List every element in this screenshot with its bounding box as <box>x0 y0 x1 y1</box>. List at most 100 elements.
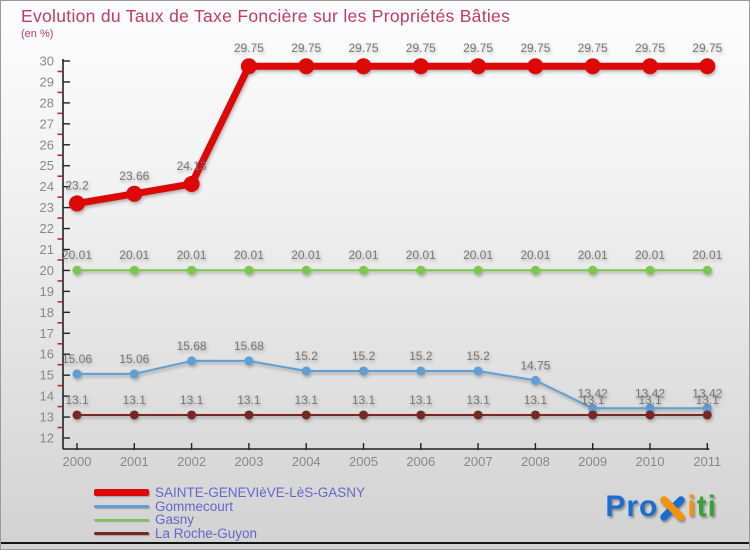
x-axis-label: 2010 <box>636 454 665 469</box>
data-point <box>240 58 257 75</box>
data-point-label: 20.01 <box>348 248 378 262</box>
y-axis-label: 23 <box>40 200 54 215</box>
logo-text-ti: ti <box>696 490 717 523</box>
y-axis-label: 14 <box>40 389 54 404</box>
legend-label: La Roche-Guyon <box>155 525 258 541</box>
data-point <box>244 265 254 275</box>
x-axis-label: 2002 <box>177 454 206 469</box>
legend-swatch <box>94 532 149 535</box>
data-point <box>416 265 426 275</box>
data-point <box>416 366 426 376</box>
line-chart: 12 13 14 15 16 17 18 19 20 21 22 23 24 25 26 27 28 29 30 20… <box>40 41 723 469</box>
data-point-label: 20.01 <box>406 248 436 262</box>
y-axis-label: 21 <box>40 242 54 257</box>
data-point-label: 13.42 <box>578 386 608 400</box>
series-Gommecourt: 15.06 15.06 15.68 15.68 15.2 15.2 15.2 15.2 14.7… <box>62 339 723 413</box>
data-point-label: 13.1 <box>524 393 548 407</box>
data-point-label: 15.06 <box>119 352 149 366</box>
y-axis-label: 30 <box>40 54 54 69</box>
data-point <box>470 58 487 75</box>
data-point <box>129 410 139 420</box>
y-axis-label: 20 <box>40 263 54 278</box>
legend-swatch <box>94 518 149 521</box>
data-point <box>301 265 311 275</box>
data-point <box>530 410 540 420</box>
x-axis-label: 2001 <box>120 454 149 469</box>
data-point-label: 13.1 <box>581 393 605 407</box>
data-point-label: 13.1 <box>180 393 204 407</box>
data-point-label: 15.2 <box>466 349 490 363</box>
data-point <box>129 265 139 275</box>
y-axis-label: 25 <box>40 158 54 173</box>
data-point-label: 13.1 <box>696 393 720 407</box>
series-La Roche-Guyon: 13.1 13.1 13.1 13.1 13.1 13.1 13.1 13.1 13.1 13.1… <box>65 393 719 420</box>
x-axis-label: 2006 <box>406 454 435 469</box>
data-point-label: 23.2 <box>65 178 89 192</box>
data-point <box>359 265 368 275</box>
data-point <box>359 366 368 376</box>
data-point-label: 20.01 <box>291 248 321 262</box>
data-point-label: 29.75 <box>348 41 378 55</box>
data-point <box>126 185 143 202</box>
data-point <box>244 356 254 366</box>
data-point-label: 29.75 <box>578 41 608 55</box>
legend-item-1: Gommecourt <box>94 498 365 514</box>
series-SAINTE-GENEVIèVE-LèS-GASNY: 23.2 23.66 24.13 29.75 29.75 29.75 29.75 29.75 2… <box>65 41 723 212</box>
data-point-label: 24.13 <box>177 159 207 173</box>
data-point-label: 13.1 <box>65 393 89 407</box>
data-point <box>702 265 712 275</box>
chart-unit-label: (en %) <box>21 28 54 40</box>
legend-label: SAINTE-GENEVIèVE-LèS-GASNY <box>155 485 366 500</box>
chart-legend: SAINTE-GENEVIèVE-LèS-GASNY Gommecourt Gasn… <box>94 486 365 540</box>
legend-label: Gasny <box>155 512 195 527</box>
data-point-label: 15.68 <box>177 339 207 353</box>
x-axis-label: 2009 <box>578 454 607 469</box>
data-point <box>301 410 311 420</box>
data-point <box>72 265 82 275</box>
logo-text-i: i <box>687 490 697 523</box>
legend-swatch <box>94 505 149 508</box>
data-point <box>72 369 82 379</box>
x-axis-label: 2003 <box>234 454 263 469</box>
y-axis-label: 26 <box>40 137 54 152</box>
x-axis-label: 2007 <box>464 454 493 469</box>
data-point <box>645 410 655 420</box>
bottom-divider <box>1 542 749 544</box>
data-point-label: 15.2 <box>295 349 319 363</box>
data-point-label: 29.75 <box>692 41 722 55</box>
data-point <box>298 58 315 75</box>
data-point-label: 29.75 <box>520 41 550 55</box>
y-axis-label: 15 <box>40 368 54 383</box>
legend-label: Gommecourt <box>155 498 234 514</box>
data-point <box>72 410 82 420</box>
y-axis-label: 22 <box>40 221 54 236</box>
y-axis-label: 29 <box>40 74 54 89</box>
data-point-label: 13.1 <box>352 393 376 407</box>
data-point-label: 20.01 <box>520 248 550 262</box>
legend-item-2: Gasny <box>94 513 365 527</box>
y-axis-label: 24 <box>40 179 54 194</box>
data-point <box>642 58 658 75</box>
data-point <box>355 58 372 75</box>
x-axis-label: 2008 <box>521 454 550 469</box>
y-axis-label: 17 <box>40 326 54 341</box>
data-point <box>301 366 311 376</box>
legend-swatch <box>94 489 149 497</box>
data-point <box>187 356 197 366</box>
x-axis-label: 2004 <box>292 454 321 469</box>
data-point-label: 14.75 <box>520 358 550 372</box>
data-point-label: 15.2 <box>409 349 433 363</box>
data-point-label: 20.01 <box>692 248 722 262</box>
logo-text-pro: Pro <box>605 490 659 523</box>
data-point <box>187 265 197 275</box>
data-point-label: 29.75 <box>234 41 264 55</box>
y-axis-label: 12 <box>40 431 54 446</box>
data-point <box>584 58 601 75</box>
chart-title: Evolution du Taux de Taxe Foncière sur l… <box>21 6 511 26</box>
data-point <box>530 265 540 275</box>
data-point <box>699 58 716 75</box>
series-Gasny: 20.01 20.01 20.01 20.01 20.01 20.01 20.01 20.01… <box>62 248 723 275</box>
data-point <box>527 58 544 75</box>
data-point <box>416 410 426 420</box>
data-point-label: 20.01 <box>635 248 665 262</box>
